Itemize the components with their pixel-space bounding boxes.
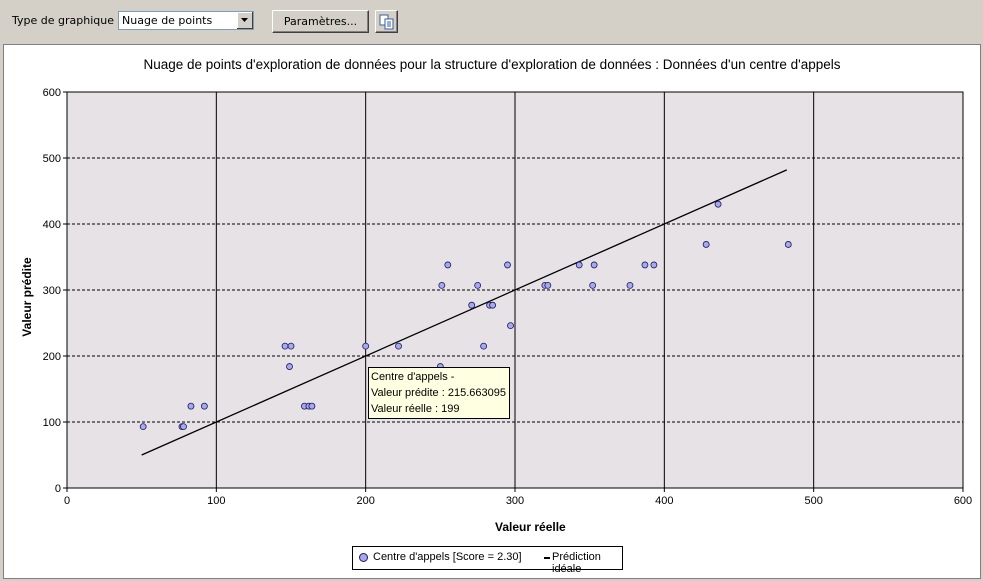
data-point xyxy=(590,261,598,269)
legend-series-label: Centre d'appels [Score = 2.30] xyxy=(373,551,522,563)
data-point xyxy=(544,281,552,289)
data-point xyxy=(444,261,452,269)
chart-type-value: Nuage de points xyxy=(122,14,213,27)
y-tick-label: 100 xyxy=(43,417,61,429)
x-tick-label: 600 xyxy=(954,495,972,507)
data-point xyxy=(139,423,147,431)
x-tick-label: 200 xyxy=(356,495,374,507)
data-point xyxy=(286,363,293,370)
data-point xyxy=(575,261,583,269)
legend-marker-scatter xyxy=(359,553,368,562)
y-tick-label: 400 xyxy=(43,219,61,231)
ideal-prediction-line xyxy=(141,169,788,456)
parameters-button[interactable]: Paramètres... xyxy=(272,10,369,33)
data-point xyxy=(702,241,710,248)
y-tick-label: 0 xyxy=(55,483,61,495)
scatter-plot[interactable]: 0 100 200 300 400 500 600 0 100 200 300 400 500 600 xyxy=(4,45,980,578)
y-tick-label: 300 xyxy=(43,285,61,297)
data-point xyxy=(507,322,514,330)
copy-button[interactable] xyxy=(375,10,398,33)
chart-type-label: Type de graphique : xyxy=(12,14,122,27)
legend-marker-line xyxy=(544,557,550,559)
data-point xyxy=(180,423,187,431)
data-point xyxy=(287,342,295,350)
x-tick-label: 300 xyxy=(506,495,524,507)
data-point xyxy=(589,281,597,289)
chart-legend: Centre d'appels [Score = 2.30] Prédictio… xyxy=(352,546,623,575)
data-point xyxy=(714,200,722,208)
tooltip-actual: Valeur réelle : 199 xyxy=(371,403,460,415)
x-tick-label: 100 xyxy=(207,495,225,507)
toolbar: Type de graphique : Nuage de points Para… xyxy=(0,0,983,42)
data-point xyxy=(362,342,370,350)
data-point xyxy=(504,261,511,269)
legend-line-label: Prédiction idéale xyxy=(552,551,601,575)
y-tick-label: 600 xyxy=(43,87,61,99)
y-tick-label: 500 xyxy=(43,153,61,165)
data-point xyxy=(308,402,316,410)
chart-title: Nuage de points d'exploration de données… xyxy=(143,57,841,72)
chart-panel: Nuage de points d'exploration de données… xyxy=(3,44,981,579)
y-axis-label: Valeur prédite xyxy=(20,257,34,337)
chart-type-select[interactable]: Nuage de points xyxy=(118,11,254,30)
data-point xyxy=(474,281,482,289)
data-point xyxy=(626,281,634,289)
x-tick-label: 0 xyxy=(64,495,70,507)
data-point xyxy=(438,281,446,289)
x-tick-label: 500 xyxy=(804,495,822,507)
data-point xyxy=(395,342,402,350)
point-tooltip: Centre d'appels - Valeur prédite : 215.6… xyxy=(368,367,510,419)
data-point xyxy=(200,402,208,410)
data-point xyxy=(784,241,792,248)
data-point xyxy=(480,342,488,350)
chevron-down-icon[interactable] xyxy=(236,12,253,29)
y-tick-label: 200 xyxy=(43,351,61,363)
x-tick-label: 400 xyxy=(655,495,673,507)
data-point xyxy=(489,301,497,309)
tooltip-predicted: Valeur prédite : 215.663095 xyxy=(371,387,506,399)
tooltip-series: Centre d'appels - xyxy=(371,371,455,383)
x-axis-label: Valeur réelle xyxy=(495,520,566,534)
data-point xyxy=(468,301,476,309)
data-point xyxy=(650,261,658,269)
data-point xyxy=(641,261,649,269)
data-point xyxy=(281,342,289,350)
data-point xyxy=(187,402,195,410)
